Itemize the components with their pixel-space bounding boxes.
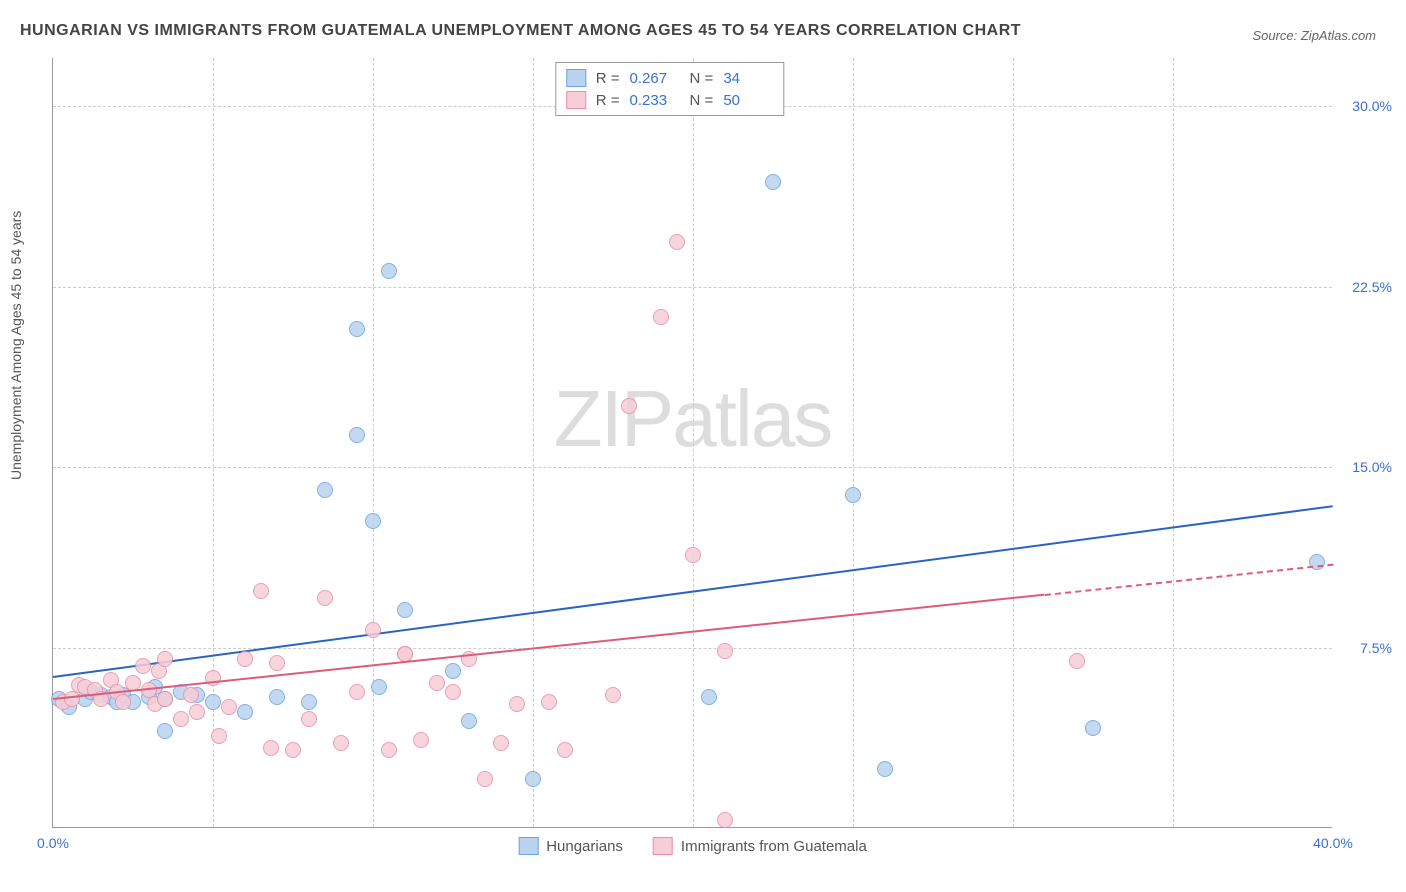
scatter-point: [461, 713, 477, 729]
scatter-point: [115, 694, 131, 710]
y-tick-label: 22.5%: [1336, 279, 1392, 295]
y-tick-label: 15.0%: [1336, 459, 1392, 475]
legend-n-value: 34: [723, 70, 773, 87]
chart-title: HUNGARIAN VS IMMIGRANTS FROM GUATEMALA U…: [20, 22, 1021, 40]
scatter-point: [317, 590, 333, 606]
scatter-point: [211, 728, 227, 744]
scatter-point: [371, 679, 387, 695]
legend-n-label: N =: [690, 92, 714, 109]
scatter-point: [269, 689, 285, 705]
scatter-point: [301, 711, 317, 727]
x-tick-label: 40.0%: [1313, 835, 1353, 851]
scatter-point: [157, 723, 173, 739]
scatter-point: [183, 687, 199, 703]
scatter-point: [525, 771, 541, 787]
scatter-point: [157, 691, 173, 707]
gridline-vertical: [1173, 58, 1174, 827]
plot-area: ZIPatlas R =0.267N =34R =0.233N =50 Hung…: [52, 58, 1332, 828]
scatter-point: [285, 742, 301, 758]
gridline-vertical: [853, 58, 854, 827]
scatter-point: [845, 487, 861, 503]
legend-r-value: 0.267: [630, 70, 680, 87]
scatter-point: [365, 513, 381, 529]
scatter-point: [189, 704, 205, 720]
scatter-point: [349, 321, 365, 337]
scatter-point: [237, 651, 253, 667]
scatter-point: [173, 711, 189, 727]
scatter-point: [509, 696, 525, 712]
y-axis-label: Unemployment Among Ages 45 to 54 years: [8, 211, 24, 480]
scatter-point: [717, 812, 733, 828]
scatter-point: [237, 704, 253, 720]
scatter-point: [381, 263, 397, 279]
gridline-vertical: [213, 58, 214, 827]
legend-r-label: R =: [596, 70, 620, 87]
scatter-point: [349, 684, 365, 700]
legend-swatch: [566, 91, 586, 109]
scatter-point: [1069, 653, 1085, 669]
scatter-point: [317, 482, 333, 498]
gridline-vertical: [373, 58, 374, 827]
scatter-point: [445, 684, 461, 700]
scatter-point: [445, 663, 461, 679]
scatter-point: [205, 694, 221, 710]
scatter-point: [269, 655, 285, 671]
scatter-point: [301, 694, 317, 710]
scatter-point: [263, 740, 279, 756]
trend-line: [1045, 563, 1333, 595]
gridline-vertical: [693, 58, 694, 827]
y-tick-label: 7.5%: [1336, 640, 1392, 656]
scatter-point: [365, 622, 381, 638]
legend-series: Hungarians Immigrants from Guatemala: [518, 837, 867, 855]
scatter-point: [429, 675, 445, 691]
scatter-point: [477, 771, 493, 787]
scatter-point: [397, 602, 413, 618]
scatter-point: [333, 735, 349, 751]
legend-swatch: [566, 69, 586, 87]
legend-series-item: Hungarians: [518, 837, 623, 855]
legend-series-item: Immigrants from Guatemala: [653, 837, 867, 855]
legend-stats-row: R = 0.233 N = 50: [566, 89, 774, 111]
legend-series-label: Hungarians: [546, 838, 623, 855]
legend-swatch: [518, 837, 538, 855]
x-tick-label: 0.0%: [37, 835, 69, 851]
scatter-point: [685, 547, 701, 563]
source-label: Source: ZipAtlas.com: [1252, 28, 1376, 43]
legend-swatch: [653, 837, 673, 855]
legend-stats-row: R = 0.267 N = 34: [566, 67, 774, 89]
scatter-point: [135, 658, 151, 674]
scatter-point: [349, 427, 365, 443]
scatter-point: [253, 583, 269, 599]
gridline-vertical: [1013, 58, 1014, 827]
legend-n-label: N =: [690, 70, 714, 87]
scatter-point: [621, 398, 637, 414]
scatter-point: [653, 309, 669, 325]
scatter-point: [64, 691, 80, 707]
legend-stats: R = 0.267 N = 34 R = 0.233 N = 50: [555, 62, 785, 116]
gridline-vertical: [533, 58, 534, 827]
scatter-point: [765, 174, 781, 190]
scatter-point: [877, 761, 893, 777]
legend-series-label: Immigrants from Guatemala: [681, 838, 867, 855]
scatter-point: [669, 234, 685, 250]
scatter-point: [541, 694, 557, 710]
scatter-point: [157, 651, 173, 667]
scatter-point: [221, 699, 237, 715]
y-tick-label: 30.0%: [1336, 98, 1392, 114]
scatter-point: [557, 742, 573, 758]
scatter-point: [413, 732, 429, 748]
scatter-point: [605, 687, 621, 703]
legend-r-label: R =: [596, 92, 620, 109]
scatter-point: [1085, 720, 1101, 736]
legend-r-value: 0.233: [630, 92, 680, 109]
legend-n-value: 50: [723, 92, 773, 109]
scatter-point: [717, 643, 733, 659]
scatter-point: [381, 742, 397, 758]
scatter-point: [493, 735, 509, 751]
scatter-point: [701, 689, 717, 705]
